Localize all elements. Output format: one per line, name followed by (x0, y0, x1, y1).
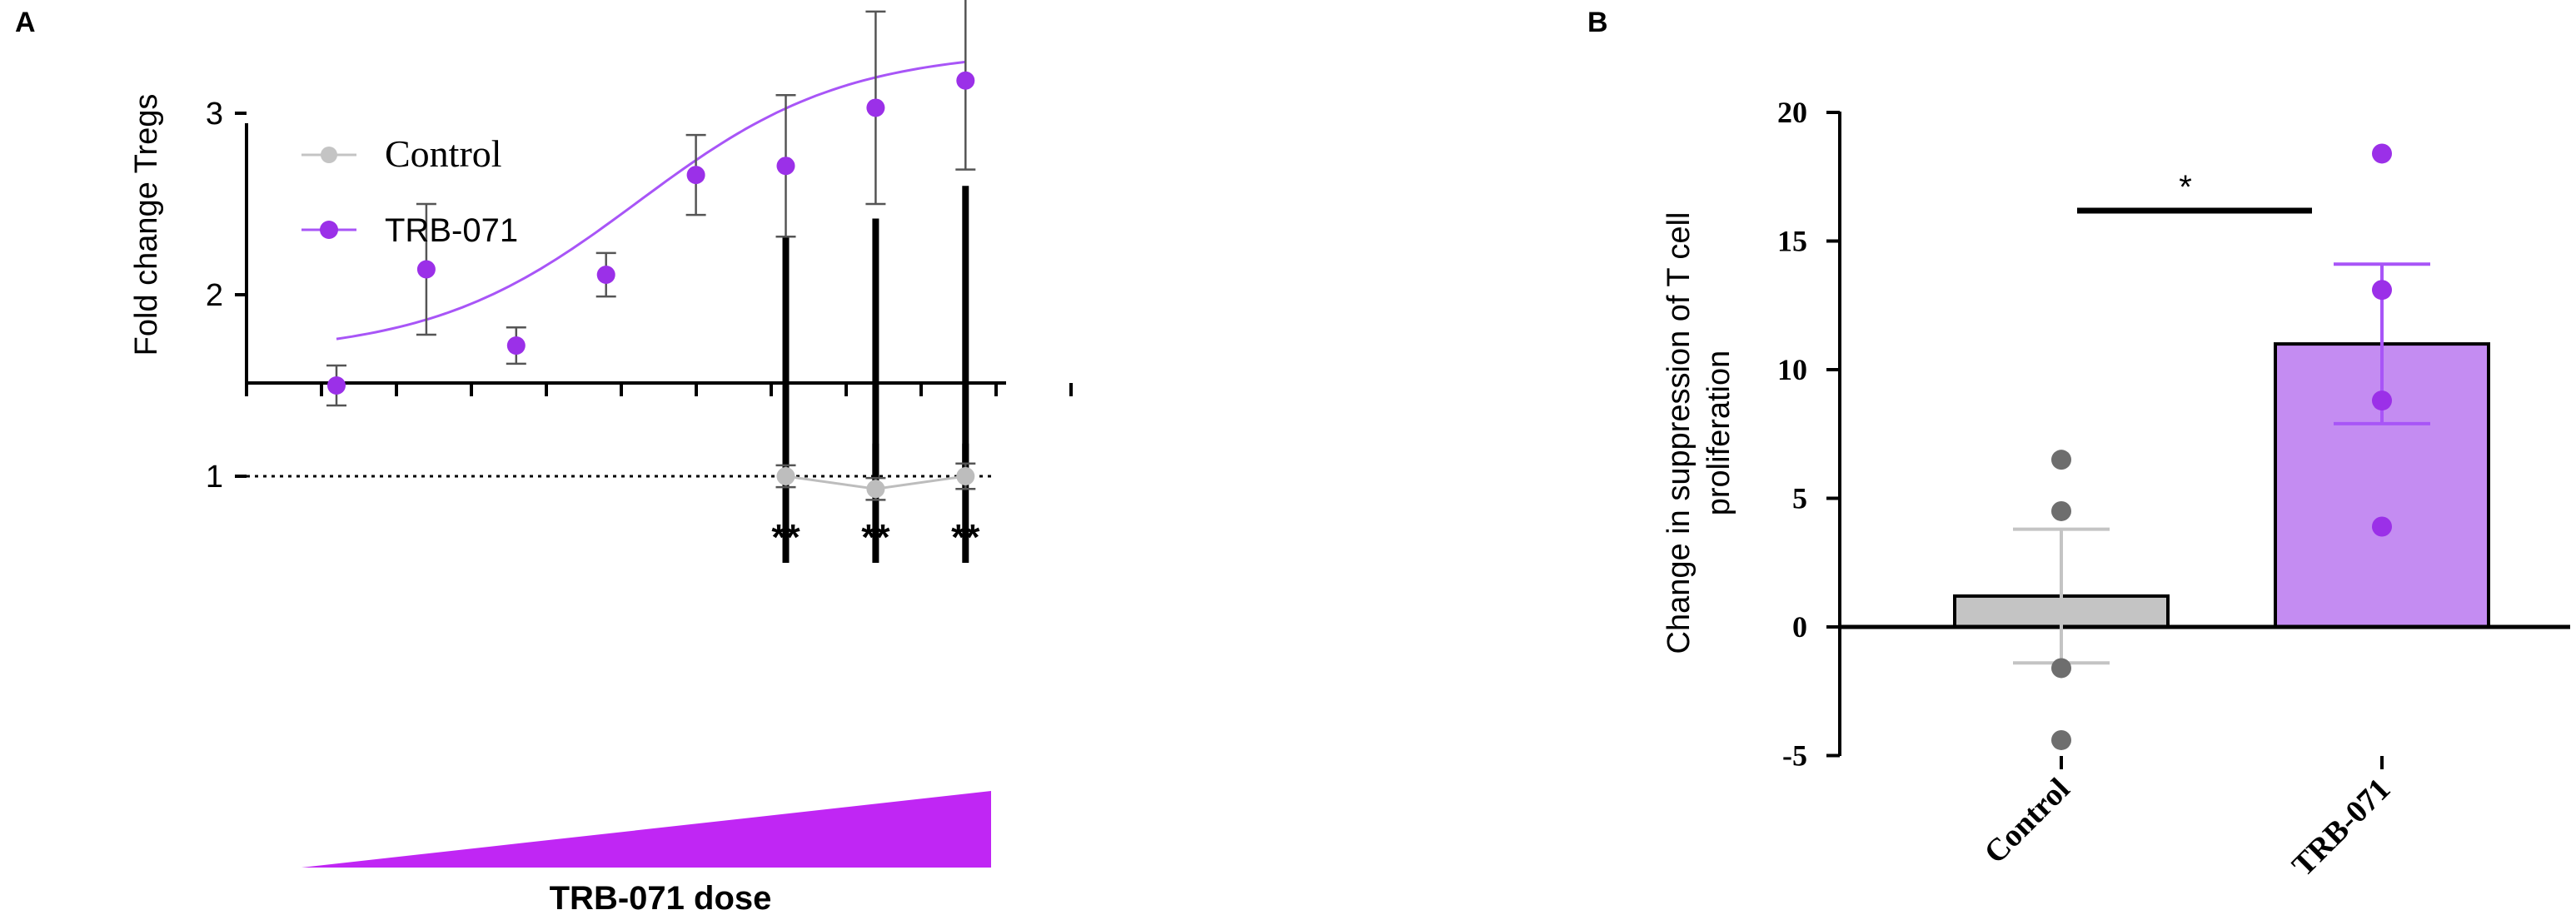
legend-trb-071-marker (320, 221, 338, 239)
data-point (2372, 143, 2392, 164)
data-point (327, 376, 346, 395)
data-point (416, 260, 436, 279)
y-tick-label: 2 (206, 278, 223, 313)
data-point (596, 266, 615, 285)
panel-a-label: A (15, 7, 36, 38)
significance-label: * (2179, 169, 2192, 206)
trb-071-series (326, 0, 976, 407)
panel-b-y-axis-label-line-1: Change in suppression of T cell (1662, 212, 1697, 654)
data-point (866, 480, 885, 499)
panel-a: A Fold change Tregs 1234 ****** Control … (15, 0, 1073, 915)
trb-071-fit-curve (336, 60, 966, 341)
y-tick-label: 0 (1792, 610, 1807, 644)
legend-control-marker (321, 147, 337, 163)
panel-b: B Change in suppression of T cell prolif… (1587, 7, 2570, 883)
x-tick-label: Control (1978, 772, 2077, 871)
data-point (2051, 500, 2071, 521)
legend: Control TRB-071 (301, 132, 518, 249)
x-tick-label: TRB-071 (2285, 772, 2397, 883)
panel-a-y-axis-label: Fold change Tregs (129, 94, 164, 356)
data-point (506, 336, 526, 356)
y-tick-label: 20 (1777, 96, 1807, 129)
significance-label: ** (771, 517, 800, 558)
y-tick-label: 10 (1777, 353, 1807, 386)
dose-wedge (301, 791, 991, 868)
data-point (956, 467, 975, 485)
data-point (2051, 450, 2071, 470)
y-tick-label: 3 (206, 97, 223, 132)
panel-b-y-ticks: -5 0 5 10 15 20 (1777, 96, 1840, 773)
data-point (866, 98, 885, 117)
panel-b-y-axis-label-line-2: proliferation (1702, 351, 1736, 516)
panel-b-points (2013, 143, 2430, 750)
data-point (2051, 729, 2071, 750)
y-tick-label: -5 (1782, 739, 1807, 773)
data-point (2372, 516, 2392, 537)
legend-trb-071-label: TRB-071 (385, 212, 518, 249)
panel-a-y-ticks: 1234 (206, 97, 247, 495)
panel-a-x-ticks (245, 383, 1073, 396)
data-point (776, 157, 795, 176)
panel-b-x-ticks: Control TRB-071 (1978, 756, 2397, 883)
data-point (2372, 280, 2392, 301)
data-point (2372, 390, 2392, 411)
data-point (956, 71, 975, 90)
data-point (2051, 658, 2071, 679)
panel-a-x-axis-label: TRB-071 dose (550, 880, 772, 915)
significance-label: ** (951, 517, 980, 558)
data-point (776, 467, 795, 485)
panel-b-label: B (1587, 7, 1608, 38)
panel-a-significance: ** ** ** (771, 186, 980, 563)
control-series (775, 462, 976, 501)
significance-label: ** (861, 517, 890, 558)
panel-b-bars (1953, 342, 2490, 629)
y-tick-label: 15 (1777, 225, 1807, 258)
legend-control-label: Control (385, 132, 502, 175)
y-tick-label: 5 (1792, 482, 1807, 515)
y-tick-label: 1 (206, 460, 223, 495)
data-point (686, 166, 705, 185)
